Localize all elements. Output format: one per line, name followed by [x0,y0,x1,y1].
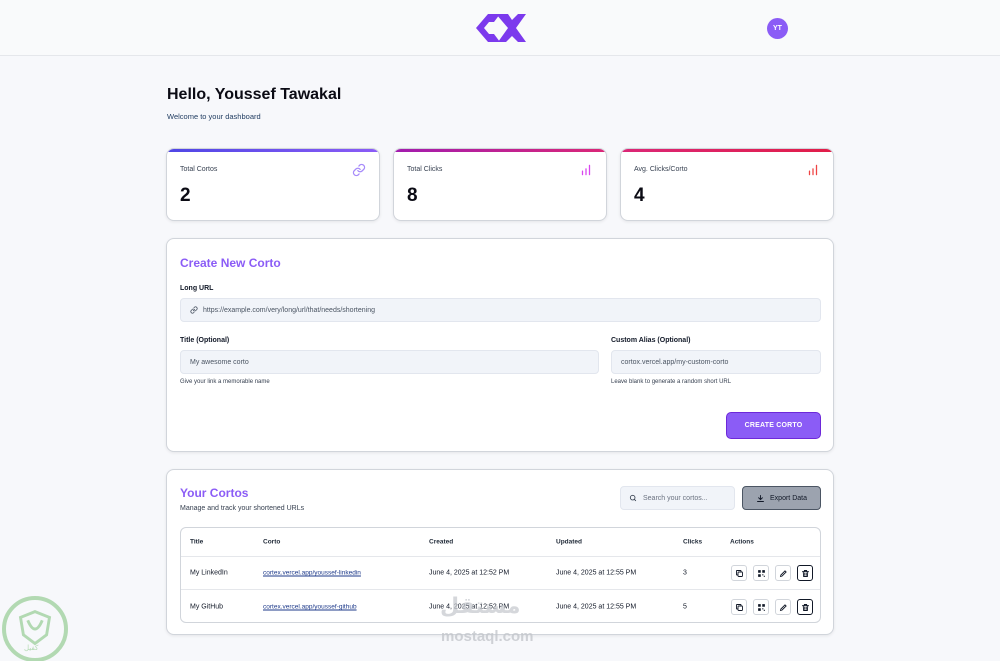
watermark-badge: كفيل [2,596,68,661]
qr-code-button[interactable] [753,565,769,581]
row-actions [731,599,813,615]
page-subtitle: Welcome to your dashboard [167,112,261,121]
edit-button[interactable] [775,599,791,615]
trash-icon [801,603,809,611]
long-url-placeholder: https://example.com/very/long/url/that/n… [203,306,375,314]
stat-value: 4 [634,185,645,206]
row-actions [731,565,813,581]
shield-leaf-icon [18,610,52,646]
column-header: Created [429,538,454,546]
delete-button[interactable] [797,599,813,615]
watermark-text: مستقل [440,594,521,619]
qr-code-icon [757,603,765,611]
export-data-label: Export Data [770,494,807,502]
row-corto-link[interactable]: cortex.vercel.app/youssef-linkedin [263,569,361,577]
copy-icon [735,569,743,577]
copy-button[interactable] [731,565,747,581]
row-clicks: 5 [683,603,687,611]
qr-code-icon [757,569,765,577]
long-url-input[interactable]: https://example.com/very/long/url/that/n… [180,298,821,322]
link-icon [352,163,366,177]
page-title: Hello, Youssef Tawakal [167,86,342,103]
stat-card-total-clicks: Total Clicks 8 [393,148,607,221]
watermark-url: mostaql.com [441,628,534,645]
alias-input[interactable]: cortox.vercel.app/my-custom-corto [611,350,821,374]
stat-label: Avg. Clicks/Corto [634,166,688,173]
table-row: My GitHub cortex.vercel.app/youssef-gith… [181,590,820,622]
title-placeholder: My awesome corto [190,358,249,366]
row-title: My LinkedIn [190,569,228,577]
avatar[interactable]: YT [767,18,788,39]
column-header: Corto [263,538,281,546]
your-cortos-card: Your Cortos Manage and track your shorte… [166,469,834,635]
cortos-table: Title Corto Created Updated Clicks Actio… [180,527,821,623]
column-header: Actions [730,538,754,546]
trash-icon [801,569,809,577]
table-header: Title Corto Created Updated Clicks Actio… [181,528,820,557]
create-corto-button[interactable]: CREATE CORTO [726,412,821,439]
search-icon [629,494,637,502]
copy-icon [735,603,743,611]
top-bar: YT [0,0,1000,56]
row-title: My GitHub [190,603,224,611]
corto-logo[interactable] [474,12,526,44]
column-header: Clicks [683,538,703,546]
bar-chart-icon [581,164,591,176]
column-header: Title [190,538,204,546]
row-clicks: 3 [683,569,687,577]
column-header: Updated [556,538,582,546]
title-input[interactable]: My awesome corto [180,350,599,374]
stat-label: Total Clicks [407,166,443,173]
row-created: June 4, 2025 at 12:52 PM [429,569,510,577]
alias-label: Custom Alias (Optional) [611,337,691,344]
row-created: June 4, 2025 at 12:52 PM [429,603,510,611]
copy-button[interactable] [731,599,747,615]
stat-card-avg-clicks: Avg. Clicks/Corto 4 [620,148,834,221]
title-hint: Give your link a memorable name [180,379,270,385]
link-icon [190,306,198,314]
title-label: Title (Optional) [180,337,230,344]
bar-chart-icon [808,164,818,176]
table-row: My LinkedIn cortex.vercel.app/youssef-li… [181,557,820,590]
export-data-button[interactable]: Export Data [742,486,821,510]
qr-code-button[interactable] [753,599,769,615]
stat-label: Total Cortos [180,166,218,173]
alias-placeholder: cortox.vercel.app/my-custom-corto [621,358,729,366]
stat-card-total-cortos: Total Cortos 2 [166,148,380,221]
stat-value: 2 [180,185,191,206]
stat-accent-bar [167,149,379,152]
create-corto-title: Create New Corto [180,256,281,270]
create-corto-card: Create New Corto Long URL https://exampl… [166,238,834,452]
stat-value: 8 [407,185,418,206]
pencil-icon [779,569,787,577]
download-icon [757,494,764,502]
stat-accent-bar [394,149,606,152]
delete-button[interactable] [797,565,813,581]
your-cortos-title: Your Cortos [180,486,249,500]
row-updated: June 4, 2025 at 12:55 PM [556,569,637,577]
your-cortos-subtitle: Manage and track your shortened URLs [180,505,305,512]
pencil-icon [779,603,787,611]
stat-accent-bar [621,149,833,152]
search-input[interactable]: Search your cortos... [620,486,735,510]
row-updated: June 4, 2025 at 12:55 PM [556,603,637,611]
search-placeholder: Search your cortos... [643,494,708,502]
row-corto-link[interactable]: cortex.vercel.app/youssef-github [263,603,357,611]
edit-button[interactable] [775,565,791,581]
watermark-badge-text: كفيل [24,644,39,652]
alias-hint: Leave blank to generate a random short U… [611,379,732,385]
long-url-label: Long URL [180,285,214,292]
